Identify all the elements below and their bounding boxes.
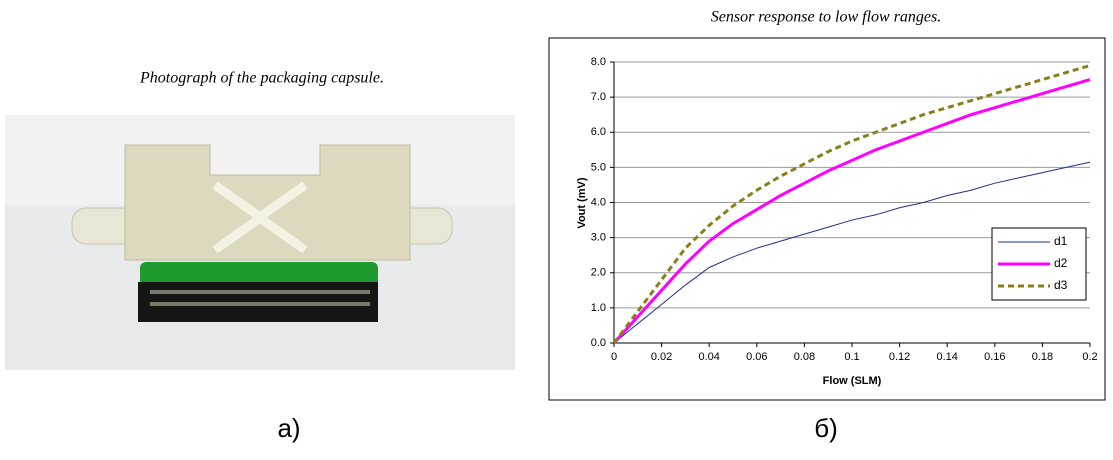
y-tick-label: 8.0: [591, 56, 606, 68]
y-tick-label: 7.0: [591, 91, 606, 103]
x-axis-label: Flow (SLM): [823, 375, 882, 387]
y-tick-label: 5.0: [591, 161, 606, 173]
y-tick-label: 4.0: [591, 196, 606, 208]
x-tick-label: 0.1: [844, 351, 859, 363]
x-tick-label: 0.14: [936, 351, 957, 363]
x-tick-label: 0.08: [794, 351, 815, 363]
legend-label: d3: [1054, 278, 1068, 292]
x-tick-label: 0.12: [889, 351, 910, 363]
chart-title: Sensor response to low flow ranges.: [711, 9, 942, 26]
x-tick-label: 0.02: [651, 351, 672, 363]
photo: [5, 115, 515, 370]
x-tick-label: 0.16: [984, 351, 1005, 363]
y-tick-label: 1.0: [591, 302, 606, 314]
x-tick-label: 0.18: [1032, 351, 1053, 363]
x-tick-label: 0.04: [698, 351, 719, 363]
figure: Photograph of the packaging capsule. a) …: [0, 0, 1113, 455]
x-tick-label: 0: [611, 351, 617, 363]
legend-label: d2: [1054, 256, 1068, 270]
page: {"photo_caption":"Photograph of the pack…: [0, 0, 1113, 455]
photo-caption: Photograph of the packaging capsule.: [139, 70, 384, 87]
y-tick-label: 3.0: [591, 232, 606, 244]
chart-frame: [549, 38, 1105, 400]
panel-label: б): [814, 413, 838, 443]
legend-label: d1: [1054, 234, 1068, 248]
y-axis-label: Vout (mV): [576, 177, 588, 228]
panel-label: a): [277, 413, 300, 443]
x-tick-label: 0.06: [746, 351, 767, 363]
x-tick-label: 0.2: [1082, 351, 1097, 363]
y-tick-label: 6.0: [591, 126, 606, 138]
y-tick-label: 2.0: [591, 267, 606, 279]
y-tick-label: 0.0: [591, 337, 606, 349]
